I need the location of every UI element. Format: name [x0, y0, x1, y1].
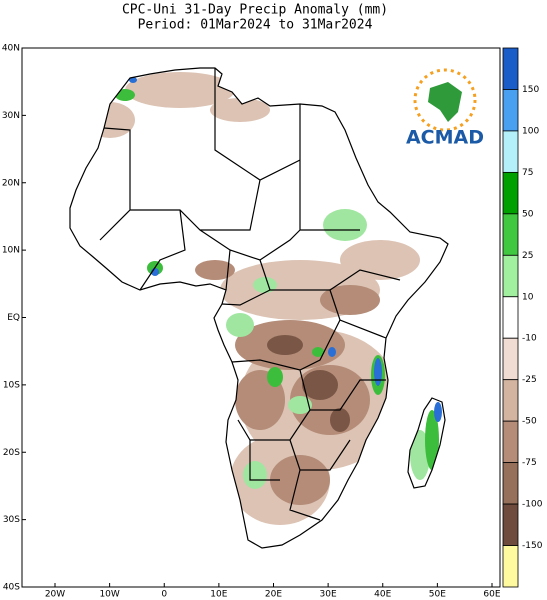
lat-label: 20N: [2, 178, 20, 188]
lat-label: 40N: [2, 44, 20, 54]
colorbar-box: [502, 296, 519, 339]
lat-label: 10S: [3, 380, 20, 390]
colorbar-label: 100: [522, 126, 539, 136]
colorbar-label: -75: [522, 458, 537, 468]
colorbar-box: [502, 254, 519, 298]
logo-continent: [428, 82, 462, 122]
colorbar-label: 75: [522, 168, 533, 178]
lon-label: 0: [161, 590, 167, 600]
lon-label: 10W: [99, 590, 119, 600]
lat-label: 30N: [2, 111, 20, 121]
map-period: Period: 01Mar2024 to 31Mar2024: [138, 18, 373, 33]
colorbar-box: [502, 379, 519, 422]
lat-label: 30S: [3, 515, 20, 525]
colorbar-label: 50: [522, 209, 534, 219]
lat-label: 40S: [3, 583, 20, 593]
lon-label: 60E: [483, 590, 500, 600]
lon-label: 40E: [374, 590, 391, 600]
lon-label: 30E: [320, 590, 337, 600]
colorbar-label: -150: [522, 541, 543, 551]
dry-strong: [267, 335, 350, 432]
borders: [69, 67, 449, 549]
lat-label: EQ: [7, 313, 20, 323]
colorbar-label: 25: [522, 251, 533, 261]
lat-label: 10N: [2, 246, 20, 256]
colorbar-box: [502, 462, 519, 505]
logo-sun: [413, 68, 477, 132]
colorbar-box: [502, 130, 519, 173]
colorbar-box: [502, 47, 519, 90]
wet-light: [226, 209, 430, 489]
colorbar-box: [502, 545, 519, 588]
colorbar: 150 100 75 50 25 10 -10 -25 -50 -75 -100 -150: [502, 47, 543, 588]
colorbar-label: 150: [522, 85, 539, 95]
map-title: CPC-Uni 31-Day Precip Anomaly (mm): [122, 3, 388, 18]
colorbar-box: [502, 420, 519, 464]
colorbar-label: -25: [522, 375, 537, 385]
colorbar-box: [502, 337, 519, 381]
colorbar-box: [502, 503, 519, 546]
colorbar-label: -10: [522, 334, 537, 344]
colorbar-box: [502, 89, 519, 132]
lon-label: 20E: [265, 590, 282, 600]
colorbar-label: -100: [522, 500, 543, 510]
lon-label: 10E: [210, 590, 227, 600]
axis-ticks: 40N 30N 20N 10N EQ 10S 20S 30S 40S 20W 10W 0 10E 20E 3…: [2, 44, 501, 600]
colorbar-box: [502, 171, 519, 215]
logo: ACMAD: [406, 68, 484, 149]
lon-label: 20W: [45, 590, 65, 600]
lat-label: 20S: [3, 448, 20, 458]
colorbar-label: 10: [522, 292, 534, 302]
lon-label: 50E: [429, 590, 446, 600]
logo-text: ACMAD: [406, 127, 484, 149]
colorbar-box: [502, 213, 519, 256]
colorbar-label: -50: [522, 417, 537, 427]
